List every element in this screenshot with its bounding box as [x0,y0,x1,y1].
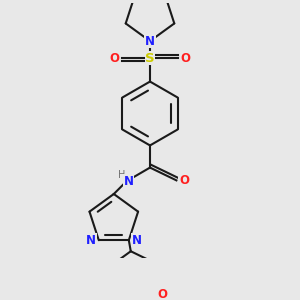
Text: N: N [145,34,155,48]
Text: O: O [180,52,190,64]
Text: N: N [86,234,96,247]
Text: O: O [110,52,120,64]
Text: O: O [157,288,167,300]
Text: H: H [118,169,126,179]
Text: O: O [179,174,189,187]
Text: S: S [145,52,155,64]
Text: N: N [124,175,134,188]
Text: N: N [131,234,142,247]
